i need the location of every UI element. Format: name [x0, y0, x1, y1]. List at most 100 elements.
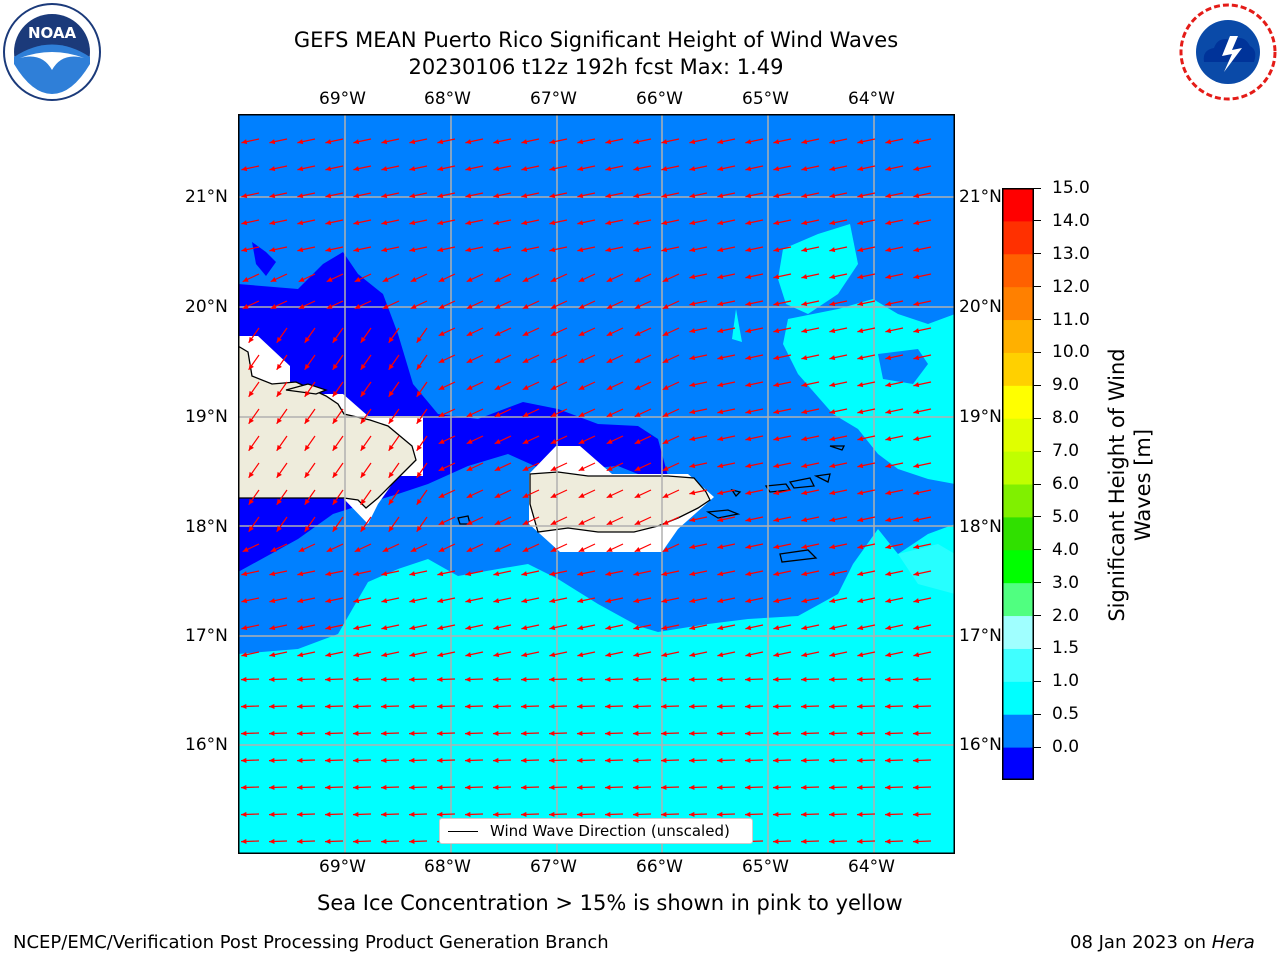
wave-arrow-head	[466, 276, 473, 282]
wave-arrow-head	[382, 303, 389, 309]
wave-arrow-head	[577, 757, 583, 764]
lon-label-top-65: 65°W	[742, 89, 789, 109]
wave-arrow-head	[241, 247, 248, 253]
wave-arrow-head	[885, 436, 892, 442]
colorbar-tick-mark	[1034, 286, 1041, 288]
lon-label-top-69: 69°W	[319, 89, 366, 109]
wave-arrow-head	[829, 730, 835, 737]
wave-arrow-head	[242, 276, 249, 282]
vieques-island	[705, 509, 741, 519]
wave-arrow-head	[269, 730, 275, 737]
wave-arrow-head	[549, 811, 555, 818]
colorbar-tick-label: 12.0	[1052, 276, 1090, 297]
wave-arrow-head	[885, 274, 892, 280]
wave-arrow-head	[269, 598, 276, 604]
wave-arrow-head	[438, 519, 445, 525]
wave-arrow-head	[634, 330, 641, 336]
wave-arrow-head	[829, 625, 836, 631]
wave-arrow-head	[829, 571, 836, 577]
wave-arrow-head	[745, 220, 752, 226]
wave-arrow-head	[717, 730, 723, 737]
wave-arrow-head	[269, 703, 275, 710]
colorbar-frame	[1002, 188, 1034, 780]
wave-arrow-head	[717, 355, 724, 361]
wave-arrow-head	[885, 757, 891, 764]
wave-arrow-head	[745, 247, 752, 253]
wave-arrow-head	[437, 676, 443, 683]
wave-arrow-head	[438, 384, 445, 390]
st-croix-island	[779, 549, 818, 563]
wave-arrow-head	[801, 382, 808, 388]
wave-arrow-head	[269, 166, 276, 172]
wave-arrow-head	[550, 411, 557, 417]
wave-arrow-head	[381, 676, 387, 683]
colorbar-tick-label: 5.0	[1052, 506, 1080, 527]
lat-label-right-17: 17°N	[959, 626, 1002, 646]
wave-arrow-head	[577, 220, 584, 226]
wave-arrow-head	[248, 444, 254, 451]
wave-arrow-head	[801, 166, 808, 172]
wave-arrow-head	[388, 444, 394, 451]
wave-arrow-head	[717, 301, 724, 307]
wave-arrow-head	[773, 247, 780, 253]
wave-arrow-head	[465, 625, 472, 631]
wave-arrow-head	[550, 492, 557, 498]
wave-arrow-head	[717, 757, 723, 764]
wave-arrow-head	[633, 139, 640, 145]
wave-arrow-head	[241, 220, 248, 226]
wave-arrow-head	[773, 382, 780, 388]
wave-arrow-head	[689, 757, 695, 764]
wave-arrow-head	[297, 784, 303, 791]
wave-arrow-head	[885, 652, 892, 658]
wave-arrow-head	[353, 598, 360, 604]
wave-arrow-head	[550, 519, 557, 525]
puerto-rico-land	[529, 471, 711, 533]
wave-arrow-head	[913, 220, 920, 226]
band-1.0-1.5-northeast	[778, 224, 858, 314]
wave-arrow-head	[549, 571, 556, 577]
wave-arrow-head	[466, 357, 473, 363]
wave-arrow-head	[521, 166, 528, 172]
wave-arrow-head	[549, 757, 555, 764]
wave-arrow-head	[382, 276, 389, 282]
wave-arrow-head	[269, 676, 275, 683]
wave-arrow-head	[381, 139, 388, 145]
wave-arrow-head	[522, 411, 529, 417]
wave-arrow-head	[745, 598, 752, 604]
colorbar-tick-label: 0.0	[1052, 737, 1080, 758]
wave-arrow-head	[409, 676, 415, 683]
wave-arrow-head	[689, 811, 695, 818]
wave-arrow-head	[829, 598, 836, 604]
wave-arrow-head	[605, 571, 612, 577]
colorbar-tick-label: 10.0	[1052, 342, 1090, 363]
wave-arrow-head	[577, 571, 584, 577]
wave-arrow-head	[493, 166, 500, 172]
wave-arrow-head	[578, 303, 585, 309]
wave-arrow-head	[493, 139, 500, 145]
wave-arrow-head	[325, 625, 332, 631]
wave-arrow-head	[913, 193, 920, 199]
band-1.5-2.0-wisp	[898, 544, 955, 594]
wave-arrow-head	[857, 382, 864, 388]
wave-arrow-head	[885, 625, 892, 631]
wave-arrow-head	[606, 519, 613, 525]
lat-label-left-20: 20°N	[185, 297, 228, 317]
wave-arrow-head	[325, 703, 331, 710]
wave-arrow-head	[913, 676, 919, 683]
wave-arrow-head	[522, 546, 529, 552]
nws-logo	[1178, 2, 1278, 102]
wave-arrow-head	[493, 652, 500, 658]
colorbar-tick-mark	[1034, 187, 1041, 189]
wave-arrow-head	[493, 220, 500, 226]
wave-arrow-head	[773, 355, 780, 361]
wave-arrow-head	[522, 492, 529, 498]
wave-arrow-head	[857, 166, 864, 172]
wave-arrow-head	[885, 598, 892, 604]
colorbar-tick-mark	[1034, 713, 1041, 715]
wave-arrow-head	[633, 811, 639, 818]
wave-arrow-head	[633, 166, 640, 172]
wave-arrow-head	[801, 193, 808, 199]
wave-arrow-head	[605, 652, 612, 658]
wave-arrow-head	[717, 166, 724, 172]
lon-label-top-67: 67°W	[530, 89, 577, 109]
